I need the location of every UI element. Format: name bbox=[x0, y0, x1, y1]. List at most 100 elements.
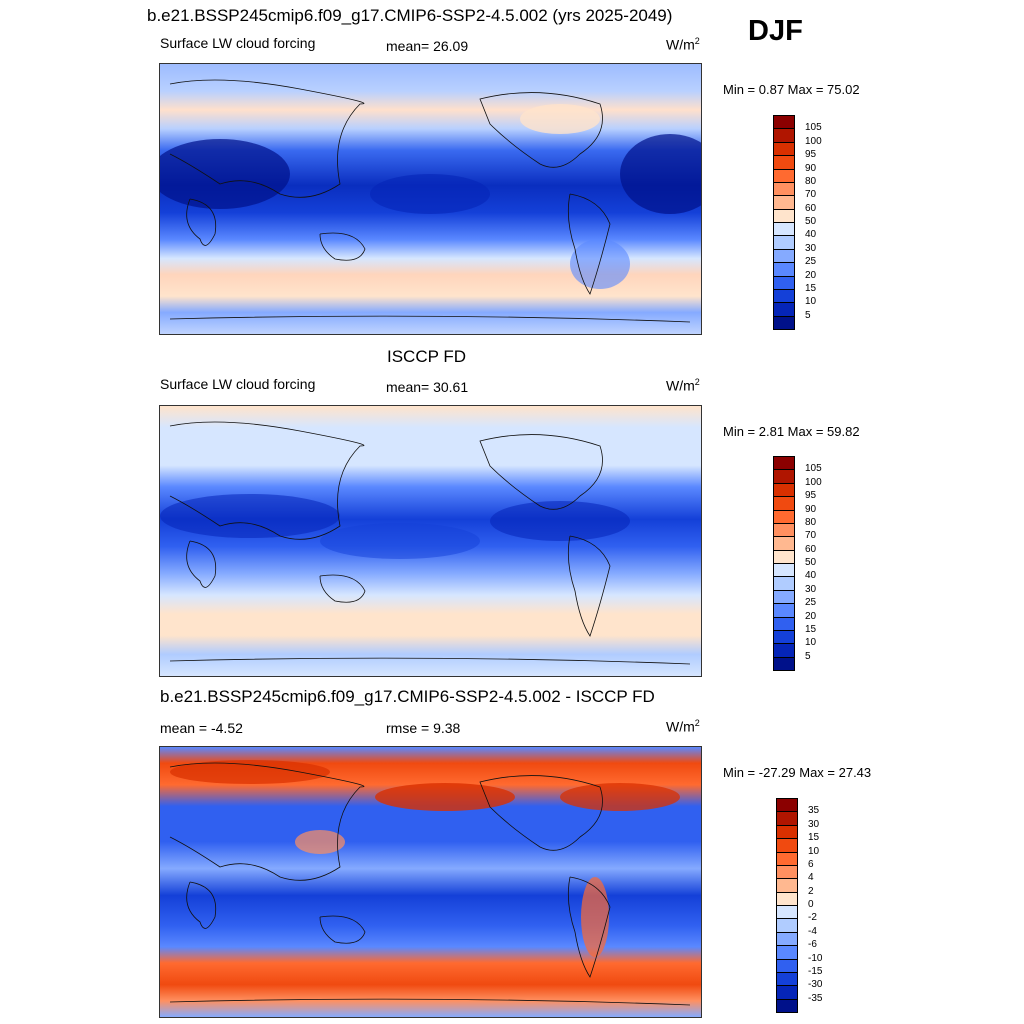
colorbar-swatch bbox=[773, 168, 795, 183]
panel2-variable: Surface LW cloud forcing bbox=[160, 376, 316, 392]
colorbar-swatch bbox=[776, 811, 798, 826]
panel2-map bbox=[159, 405, 702, 677]
colorbar-swatch bbox=[773, 288, 795, 304]
panel3-title: b.e21.BSSP245cmip6.f09_g17.CMIP6-SSP2-4.… bbox=[160, 687, 655, 706]
colorbar-swatch bbox=[773, 275, 795, 290]
panel2-mean-label: mean= bbox=[386, 379, 430, 395]
colorbar-swatch bbox=[773, 222, 795, 237]
panel3-minmax: Min = -27.29 Max = 27.43 bbox=[723, 765, 872, 780]
panel3-rmse-value: 9.38 bbox=[433, 720, 461, 736]
panel3-rmse: rmse = 9.38 bbox=[386, 720, 460, 736]
panel1-variable: Surface LW cloud forcing bbox=[160, 35, 316, 51]
colorbar-swatch bbox=[773, 563, 795, 578]
panel2-units: W/m2 bbox=[666, 377, 700, 394]
colorbar-swatch bbox=[773, 616, 795, 631]
panel3-rmse-label: rmse = bbox=[386, 720, 430, 736]
colorbar-swatch bbox=[773, 509, 795, 524]
colorbar-label: 6 bbox=[808, 858, 814, 870]
colorbar-swatch bbox=[773, 262, 795, 277]
colorbar-swatch bbox=[773, 629, 795, 645]
colorbar-label: 15 bbox=[805, 282, 817, 294]
colorbar-label: 2 bbox=[808, 885, 814, 897]
panel1-coastlines bbox=[169, 79, 691, 323]
panel3-map bbox=[159, 746, 702, 1018]
colorbar-swatch bbox=[773, 155, 795, 170]
colorbar-label: 40 bbox=[805, 570, 817, 582]
colorbar-label: 10 bbox=[808, 845, 820, 857]
panel3-units: W/m2 bbox=[666, 718, 700, 735]
panel3-units-text: W/m bbox=[666, 718, 695, 735]
panel3-mean-value: -4.52 bbox=[210, 720, 243, 736]
colorbar-swatch bbox=[776, 971, 798, 987]
colorbar-label: 80 bbox=[805, 175, 817, 187]
panel3-coastlines bbox=[169, 762, 691, 1006]
colorbar-swatch bbox=[776, 891, 798, 906]
colorbar-label: 60 bbox=[805, 202, 817, 214]
colorbar-swatch bbox=[773, 656, 795, 671]
colorbar-swatch bbox=[773, 643, 795, 658]
panel3-map-svg bbox=[160, 747, 701, 1017]
colorbar-label: 90 bbox=[805, 503, 817, 515]
colorbar-label: 30 bbox=[805, 242, 817, 254]
colorbar-swatch bbox=[776, 945, 798, 960]
colorbar-label: -35 bbox=[808, 992, 823, 1004]
colorbar-swatch bbox=[773, 195, 795, 210]
colorbar-swatch bbox=[773, 141, 795, 157]
colorbar-swatch bbox=[773, 302, 795, 317]
colorbar-label: 50 bbox=[805, 216, 817, 227]
colorbar-label: -15 bbox=[808, 965, 823, 977]
colorbar-label: -10 bbox=[808, 952, 823, 964]
colorbar-label: 25 bbox=[805, 256, 817, 268]
colorbar-swatch bbox=[776, 958, 798, 973]
colorbar-swatch bbox=[773, 603, 795, 618]
colorbar-swatch bbox=[773, 235, 795, 250]
panel2-minmax: Min = 2.81 Max = 59.82 bbox=[723, 424, 860, 439]
colorbar-swatch bbox=[776, 798, 798, 813]
colorbar-label: 10 bbox=[805, 296, 817, 308]
panel2-mean: mean= 30.61 bbox=[386, 379, 468, 395]
colorbar-label: 0 bbox=[808, 899, 814, 910]
colorbar-label: 70 bbox=[805, 189, 817, 201]
colorbar-swatch bbox=[773, 248, 795, 264]
colorbar-swatch bbox=[773, 576, 795, 591]
colorbar-label: 35 bbox=[808, 805, 820, 817]
colorbar-swatch bbox=[776, 918, 798, 933]
colorbar-label: 20 bbox=[805, 610, 817, 622]
colorbar-swatch bbox=[773, 496, 795, 511]
colorbar-swatch bbox=[776, 838, 798, 853]
panel2-coastlines bbox=[169, 421, 691, 665]
panel2-units-sup: 2 bbox=[694, 377, 700, 387]
panel2-colorbar: 105 100 95 90 80 70 60 50 40 30 25 20 15 10 5 bbox=[773, 456, 853, 671]
colorbar-swatch bbox=[776, 998, 798, 1013]
colorbar-label: 100 bbox=[805, 476, 822, 488]
colorbar-label: 20 bbox=[805, 269, 817, 281]
panel3-mean: mean = -4.52 bbox=[160, 720, 243, 736]
colorbar-label: -6 bbox=[808, 939, 817, 951]
colorbar-label: -2 bbox=[808, 912, 817, 924]
panel1-map bbox=[159, 63, 702, 335]
panel2-units-text: W/m bbox=[666, 377, 695, 394]
colorbar-swatch bbox=[773, 115, 795, 130]
colorbar-label: 105 bbox=[805, 122, 822, 134]
colorbar-swatch bbox=[776, 851, 798, 866]
colorbar-swatch bbox=[776, 824, 798, 840]
colorbar-swatch bbox=[773, 589, 795, 605]
panel1-mean-value: 26.09 bbox=[433, 38, 469, 54]
panel2-title: ISCCP FD bbox=[387, 347, 467, 366]
panel1-units-text: W/m bbox=[666, 36, 695, 53]
colorbar-swatch bbox=[776, 931, 798, 947]
panel3-units-sup: 2 bbox=[694, 718, 700, 728]
colorbar-swatch bbox=[776, 878, 798, 893]
colorbar-label: 105 bbox=[805, 463, 822, 475]
colorbar-label: -30 bbox=[808, 979, 823, 991]
panel1-minmax: Min = 0.87 Max = 75.02 bbox=[723, 82, 860, 97]
colorbar-label: 25 bbox=[805, 597, 817, 609]
panel3-mean-label: mean = bbox=[160, 720, 208, 736]
colorbar-swatch bbox=[773, 315, 795, 330]
colorbar-swatch bbox=[773, 469, 795, 484]
panel1-colorbar: 105 100 95 90 80 70 60 50 40 30 25 20 15 10 5 bbox=[773, 115, 853, 330]
colorbar-label: 5 bbox=[805, 650, 811, 662]
panel1-mean: mean= 26.09 bbox=[386, 38, 468, 54]
colorbar-label: 15 bbox=[808, 832, 820, 844]
colorbar-label: -4 bbox=[808, 925, 817, 937]
